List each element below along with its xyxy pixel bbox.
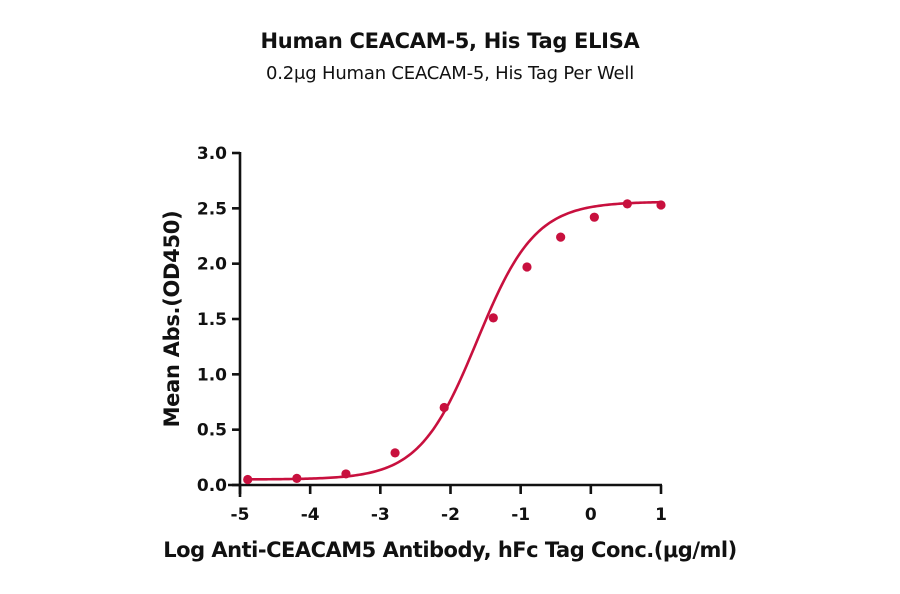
data-point xyxy=(341,469,351,479)
data-point xyxy=(243,474,253,485)
y-tick-label: 0.0 xyxy=(197,476,227,496)
data-point xyxy=(656,200,666,210)
y-tick-label: 1.0 xyxy=(197,365,227,385)
x-tick-label: 0 xyxy=(585,505,597,525)
data-point xyxy=(439,402,449,413)
x-tick-label: 1 xyxy=(655,505,667,525)
x-tick-label: -5 xyxy=(231,505,250,525)
x-axis-label: Log Anti-CEACAM5 Antibody, hFc Tag Conc.… xyxy=(163,538,737,562)
data-points xyxy=(243,199,666,485)
chart-subtitle: 0.2μg Human CEACAM-5, His Tag Per Well xyxy=(265,63,635,84)
fit-curve xyxy=(247,200,662,481)
x-tick-label: -3 xyxy=(371,505,390,525)
chart-title: Human CEACAM-5, His Tag ELISA xyxy=(260,29,640,53)
y-axis: 0.0 0.5 1.0 1.5 2.0 2.5 3.0 xyxy=(197,144,242,497)
data-point xyxy=(488,313,498,323)
x-tick-label: -4 xyxy=(301,505,320,525)
data-point xyxy=(292,473,302,483)
x-axis: -5 -4 -3 -2 -1 0 1 xyxy=(228,483,667,525)
y-tick-label: 3.0 xyxy=(197,144,227,164)
y-tick-label: 0.5 xyxy=(197,421,227,441)
x-tick-label: -1 xyxy=(511,505,530,525)
y-tick-label: 2.0 xyxy=(197,255,227,275)
data-point xyxy=(556,232,566,242)
data-point xyxy=(622,199,632,209)
data-point xyxy=(390,448,400,458)
y-tick-label: 2.5 xyxy=(197,199,227,219)
x-tick-label: -2 xyxy=(441,505,460,525)
y-tick-label: 1.5 xyxy=(197,310,227,330)
data-point xyxy=(522,262,532,272)
data-point xyxy=(589,212,599,222)
